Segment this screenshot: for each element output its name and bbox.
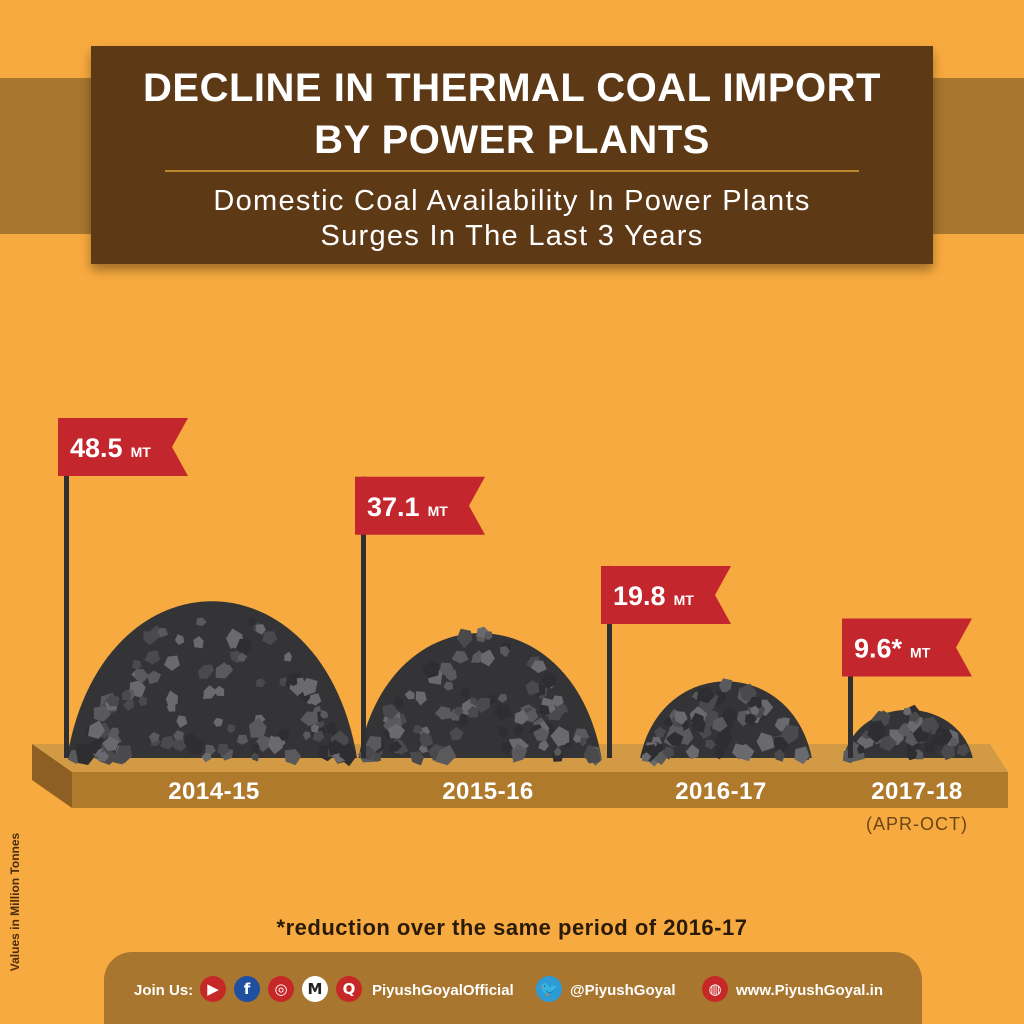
join-us-label: Join Us: — [134, 982, 194, 999]
youtube-icon[interactable]: ▶ — [200, 976, 226, 1002]
value-label-2015-16: 37.1 — [367, 492, 420, 522]
coal-pile-2017-18 — [842, 704, 973, 764]
year-label-2016-17: 2016-17 — [675, 778, 767, 805]
value-label-2016-17: 19.8 — [613, 581, 666, 611]
year-label-2017-18: 2017-18 — [871, 778, 963, 805]
subtitle-line2: Surges In The Last 3 Years — [320, 220, 704, 252]
website-link[interactable]: www.PiyushGoyal.in — [736, 982, 883, 999]
unit-label: MT — [674, 592, 695, 608]
page-title-line2: BY POWER PLANTS — [314, 118, 710, 162]
y-axis-label: Values in Million Tonnes — [8, 832, 22, 972]
facebook-icon[interactable]: f — [234, 976, 260, 1002]
value-label-2014-15: 48.5 — [70, 433, 123, 463]
globe-icon[interactable]: ◍ — [702, 976, 728, 1002]
coal-piles — [67, 601, 973, 767]
unit-label: MT — [131, 444, 152, 460]
page-title-line1: DECLINE IN THERMAL COAL IMPORT — [143, 66, 881, 110]
period-note-2017-18: (APR-OCT) — [866, 814, 968, 834]
subtitle-line1: Domestic Coal Availability In Power Plan… — [213, 185, 811, 217]
year-label-2015-16: 2015-16 — [442, 778, 534, 805]
value-flags: 48.5 MT 37.1 MT 19.8 MT 9.6* MT — [58, 418, 972, 758]
instagram-icon[interactable]: ◎ — [268, 976, 294, 1002]
title-divider — [165, 170, 859, 172]
coal-pile-2016-17 — [640, 678, 812, 767]
value-flag-2015-16: 37.1 MT — [355, 476, 485, 758]
medium-icon[interactable]: M — [302, 976, 328, 1002]
footnote: *reduction over the same period of 2016-… — [276, 915, 748, 940]
value-label-2017-18: 9.6* — [854, 634, 903, 664]
unit-label: MT — [428, 503, 449, 519]
twitter-handle[interactable]: @PiyushGoyal — [570, 982, 676, 999]
value-flag-2014-15: 48.5 MT — [58, 418, 188, 758]
footer-bar: Join Us: ▶ f ◎ M Q PiyushGoyalOfficial 🐦… — [104, 952, 922, 1024]
coal-pile-2014-15 — [67, 601, 357, 767]
value-flag-2017-18: 9.6* MT — [842, 618, 972, 758]
quora-icon[interactable]: Q — [336, 976, 362, 1002]
title-box: DECLINE IN THERMAL COAL IMPORT BY POWER … — [91, 46, 933, 264]
year-label-2014-15: 2014-15 — [168, 778, 260, 805]
unit-label: MT — [910, 645, 931, 661]
twitter-icon[interactable]: 🐦 — [536, 976, 562, 1002]
coal-pile-2015-16 — [358, 626, 602, 766]
official-handle[interactable]: PiyushGoyalOfficial — [372, 982, 514, 999]
value-flag-2016-17: 19.8 MT — [601, 565, 731, 758]
